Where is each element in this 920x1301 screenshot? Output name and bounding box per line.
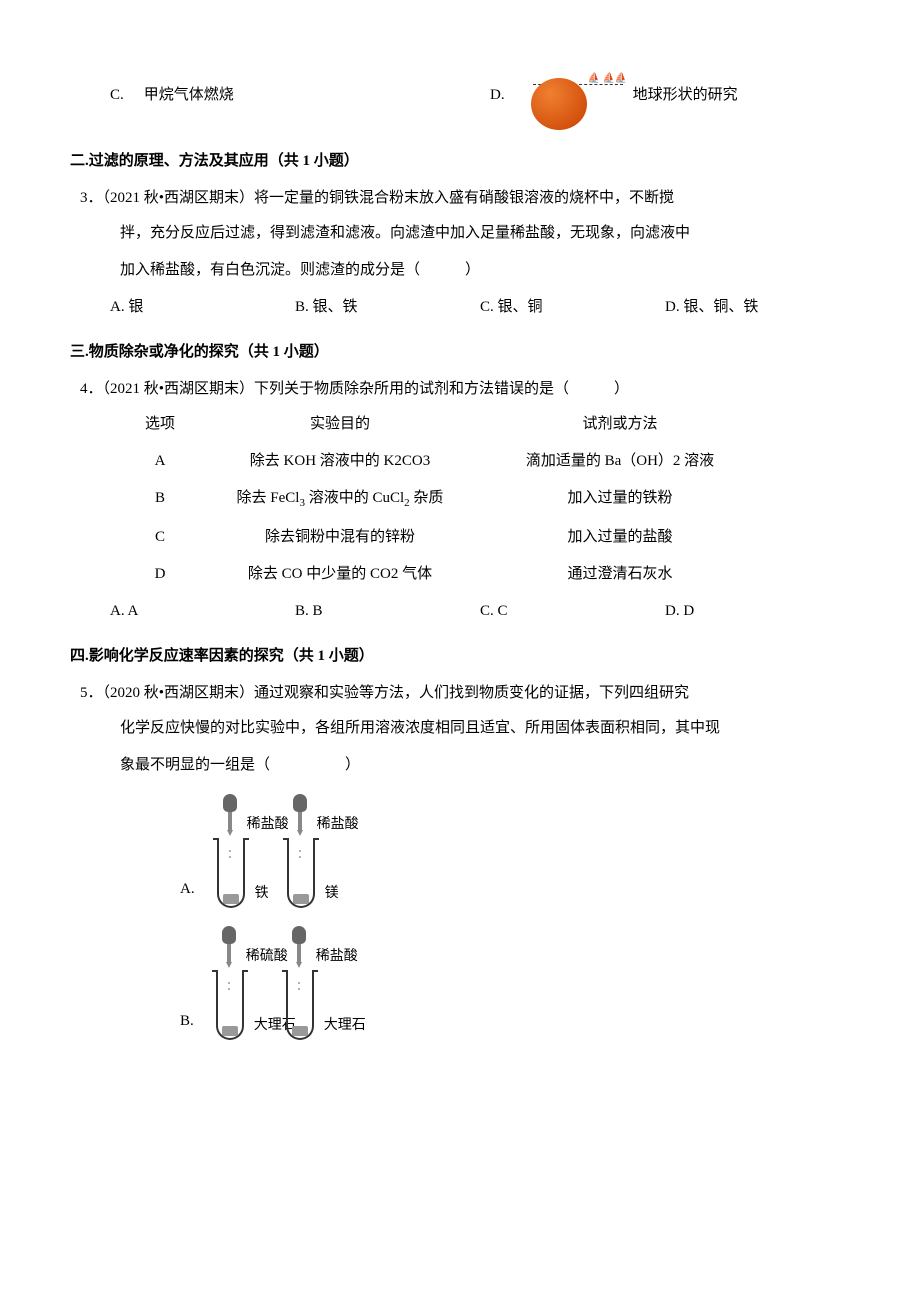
q3-option-c: C. 银、铜 xyxy=(480,294,665,321)
dropper-label: 稀硫酸 xyxy=(246,944,288,969)
q4-answers: A. A B. B C. C D. D xyxy=(110,598,850,625)
q3-line1: 3．（2021 秋•西湖区期末）将一定量的铜铁混合粉末放入盛有硝酸银溶液的烧杯中… xyxy=(105,185,850,212)
earth-sphere xyxy=(531,78,587,130)
diagram-set-a: A. 稀盐酸 °° 铁 稀盐酸 xyxy=(180,794,850,908)
td-a2: 除去 KOH 溶液中的 K2CO3 xyxy=(200,448,480,475)
dropper-icon: 稀盐酸 xyxy=(292,926,306,968)
q3-choices: A. 银 B. 银、铁 C. 银、铜 D. 银、铜、铁 xyxy=(110,294,850,321)
solid-label: 铁 xyxy=(255,881,269,906)
q4-line1: 4．（2021 秋•西湖区期末）下列关于物质除杂所用的试剂和方法错误的是（ ） xyxy=(105,376,850,403)
q3-option-a: A. 银 xyxy=(110,294,295,321)
td-c2: 除去铜粉中混有的锌粉 xyxy=(200,524,480,551)
test-tube-icon: °° 镁 xyxy=(287,840,315,908)
set-b-label: B. xyxy=(180,1008,194,1040)
earth-diagram: ⛵ ⛵ ⛵ xyxy=(513,60,623,130)
th-purpose: 实验目的 xyxy=(200,411,480,438)
td-c3: 加入过量的盐酸 xyxy=(480,524,760,551)
test-tube-icon: °° 大理石 xyxy=(286,972,314,1040)
td-c1: C xyxy=(120,524,200,551)
dropper-label: 稀盐酸 xyxy=(247,812,289,837)
td-b3: 加入过量的铁粉 xyxy=(480,485,760,514)
td-d2: 除去 CO 中少量的 CO2 气体 xyxy=(200,561,480,588)
td-a1: A xyxy=(120,448,200,475)
q3-line3: 加入稀盐酸，有白色沉淀。则滤渣的成分是（ ） xyxy=(120,257,850,284)
test-tube-icon: °° 大理石 xyxy=(216,972,244,1040)
option-c: C. 甲烷气体燃烧 xyxy=(110,82,490,109)
q4-row-c: C 除去铜粉中混有的锌粉 加入过量的盐酸 xyxy=(120,524,850,551)
q5-line3: 象最不明显的一组是（ ） xyxy=(120,752,850,779)
diagram-container: A. 稀盐酸 °° 铁 稀盐酸 xyxy=(180,794,850,1040)
q5-line1: 5．（2020 秋•西湖区期末）通过观察和实验等方法，人们找到物质变化的证据，下… xyxy=(105,680,850,707)
set-a-label: A. xyxy=(180,876,195,908)
diagram-set-b: B. 稀硫酸 °° 大理石 稀盐酸 xyxy=(180,926,850,1040)
q2-options-cd: C. 甲烷气体燃烧 D. ⛵ ⛵ ⛵ 地球形状的研究 xyxy=(110,60,850,130)
q3-option-b: B. 银、铁 xyxy=(295,294,480,321)
solid-label: 镁 xyxy=(325,881,339,906)
q4-ans-b: B. B xyxy=(295,598,480,625)
option-d-text: 地球形状的研究 xyxy=(633,82,738,109)
ship-icon: ⛵ xyxy=(603,70,615,88)
dropper-icon: 稀盐酸 xyxy=(223,794,237,836)
section-4-title: 四.影响化学反应速率因素的探究（共 1 小题） xyxy=(70,643,850,670)
q4-row-a: A 除去 KOH 溶液中的 K2CO3 滴加适量的 Ba（OH）2 溶液 xyxy=(120,448,850,475)
solid-label: 大理石 xyxy=(324,1013,366,1038)
option-c-letter: C. xyxy=(110,82,124,109)
td-b2: 除去 FeCl3 溶液中的 CuCl2 杂质 xyxy=(200,485,480,514)
td-b1: B xyxy=(120,485,200,514)
q4-ans-d: D. D xyxy=(665,598,850,625)
th-method: 试剂或方法 xyxy=(480,411,760,438)
tube-b1: 稀硫酸 °° 大理石 xyxy=(204,926,244,1040)
dropper-label: 稀盐酸 xyxy=(316,944,358,969)
section-3-title: 三.物质除杂或净化的探究（共 1 小题） xyxy=(70,339,850,366)
ship-icon: ⛵ xyxy=(588,70,600,88)
tube-a1: 稀盐酸 °° 铁 xyxy=(205,794,245,908)
q4-row-d: D 除去 CO 中少量的 CO2 气体 通过澄清石灰水 xyxy=(120,561,850,588)
ship-icon: ⛵ xyxy=(615,70,627,88)
dropper-label: 稀盐酸 xyxy=(317,812,359,837)
q4-ans-c: C. C xyxy=(480,598,665,625)
q3-option-d: D. 银、铜、铁 xyxy=(665,294,850,321)
section-2-title: 二.过滤的原理、方法及其应用（共 1 小题） xyxy=(70,148,850,175)
dropper-icon: 稀硫酸 xyxy=(222,926,236,968)
td-d1: D xyxy=(120,561,200,588)
q5-line2: 化学反应快慢的对比实验中，各组所用溶液浓度相同且适宜、所用固体表面积相同，其中现 xyxy=(120,715,850,742)
q3-line2: 拌，充分反应后过滤，得到滤渣和滤液。向滤渣中加入足量稀盐酸，无现象，向滤液中 xyxy=(120,220,850,247)
option-c-text: 甲烷气体燃烧 xyxy=(144,82,234,109)
th-option: 选项 xyxy=(120,411,200,438)
q4-table-header: 选项 实验目的 试剂或方法 xyxy=(120,411,850,438)
dropper-icon: 稀盐酸 xyxy=(293,794,307,836)
test-tube-icon: °° 铁 xyxy=(217,840,245,908)
td-d3: 通过澄清石灰水 xyxy=(480,561,760,588)
td-a3: 滴加适量的 Ba（OH）2 溶液 xyxy=(480,448,760,475)
q4-ans-a: A. A xyxy=(110,598,295,625)
option-d-letter: D. xyxy=(490,82,505,109)
option-d: D. ⛵ ⛵ ⛵ 地球形状的研究 xyxy=(490,60,738,130)
q4-row-b: B 除去 FeCl3 溶液中的 CuCl2 杂质 加入过量的铁粉 xyxy=(120,485,850,514)
